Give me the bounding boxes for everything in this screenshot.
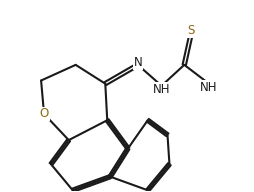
Text: NH: NH	[200, 80, 218, 94]
Text: N: N	[134, 56, 142, 69]
Text: S: S	[187, 24, 195, 37]
Text: NH: NH	[153, 83, 170, 96]
Text: O: O	[39, 108, 49, 120]
